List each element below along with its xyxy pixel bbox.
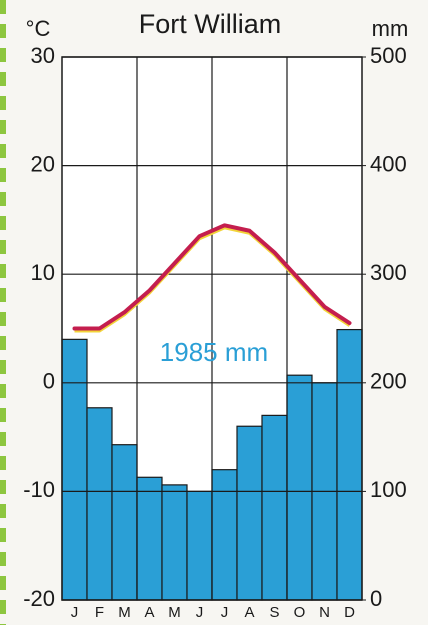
y-tick-label: -10 [23,477,55,502]
line [72,223,352,331]
y2-tick-label: 500 [370,43,407,68]
x-tick-label: A [244,604,254,621]
bar [336,328,363,601]
y2-axis-unit: mm [372,16,409,41]
bar [161,484,188,601]
bar [111,444,138,601]
bar [136,476,163,601]
y2-tick-label: 400 [370,151,407,176]
x-tick-label: D [344,604,355,621]
bar [86,407,113,601]
y-axis-unit: °C [26,16,51,41]
y-tick-label: 30 [31,43,55,68]
x-tick-label: N [319,604,330,621]
bar [61,338,88,601]
y-tick-label: 10 [31,260,55,285]
x-tick-label: M [118,604,131,621]
bar [261,414,288,601]
y2-tick-label: 0 [370,586,382,611]
x-tick-label: J [71,604,79,621]
x-tick-label: M [168,604,181,621]
chart-title: Fort William [139,9,282,39]
bar [236,425,263,601]
y2-tick-label: 300 [370,260,407,285]
plot-frame [61,56,363,601]
x-tick-label: S [269,604,279,621]
x-tick-label: F [95,604,104,621]
y2-tick-label: 200 [370,369,407,394]
bar [186,490,213,601]
y2-tick-label: 100 [370,477,407,502]
x-tick-label: J [196,604,204,621]
bar [286,374,313,601]
x-tick-label: O [294,604,306,621]
annotation: 1985 mm [160,337,268,367]
y-tick-label: -20 [23,586,55,611]
y-tick-label: 20 [31,151,55,176]
x-tick-label: A [144,604,154,621]
y-tick-label: 0 [43,369,55,394]
x-tick-label: J [221,604,229,621]
bar [211,469,238,601]
